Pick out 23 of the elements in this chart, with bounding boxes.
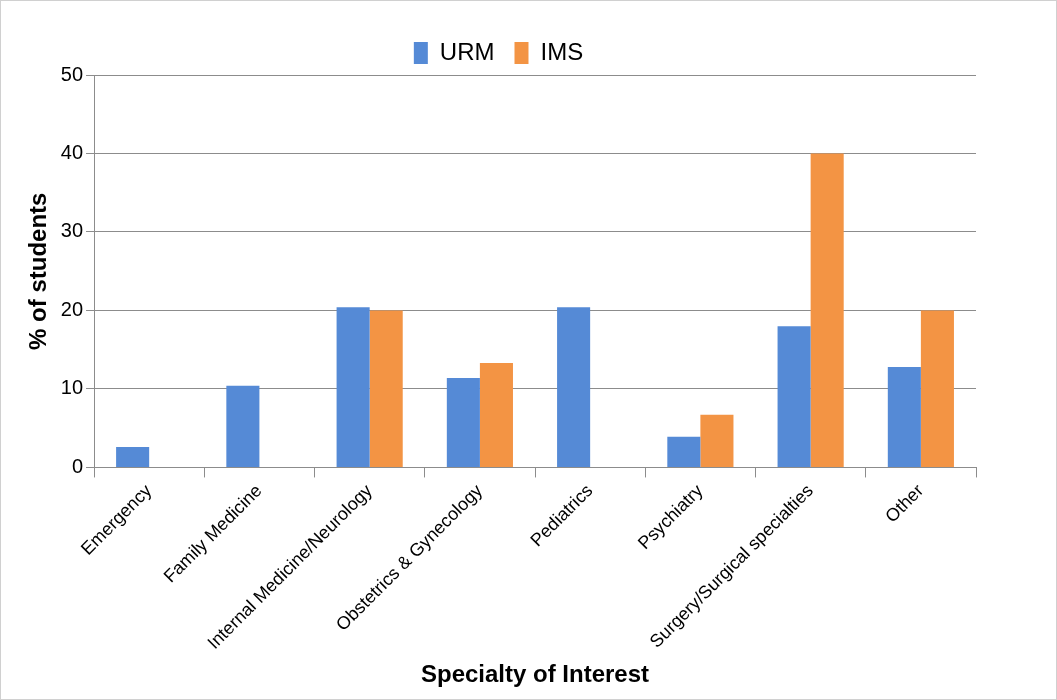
bar: [446, 377, 480, 467]
bar: [700, 414, 734, 467]
y-tick-label: 10: [60, 376, 84, 399]
bar: [810, 153, 844, 467]
x-axis-title: Specialty of Interest: [420, 660, 650, 688]
bar: [369, 310, 403, 467]
y-tick-label: 20: [60, 297, 84, 320]
bar: [887, 366, 921, 467]
y-tick-label: 0: [71, 454, 84, 477]
bar: [226, 385, 260, 467]
legend-label: URM: [439, 37, 495, 65]
y-tick-label: 40: [60, 141, 84, 164]
y-tick-label: 30: [60, 219, 84, 242]
legend-label: IMS: [540, 37, 584, 65]
bar: [557, 307, 591, 467]
bar: [479, 363, 513, 467]
bar: [667, 436, 701, 467]
bar: [777, 326, 811, 467]
y-tick-label: 50: [60, 62, 84, 85]
bar: [336, 307, 370, 467]
bar: [116, 447, 150, 467]
bar: [920, 310, 954, 467]
y-axis-title: % of students: [24, 192, 52, 350]
